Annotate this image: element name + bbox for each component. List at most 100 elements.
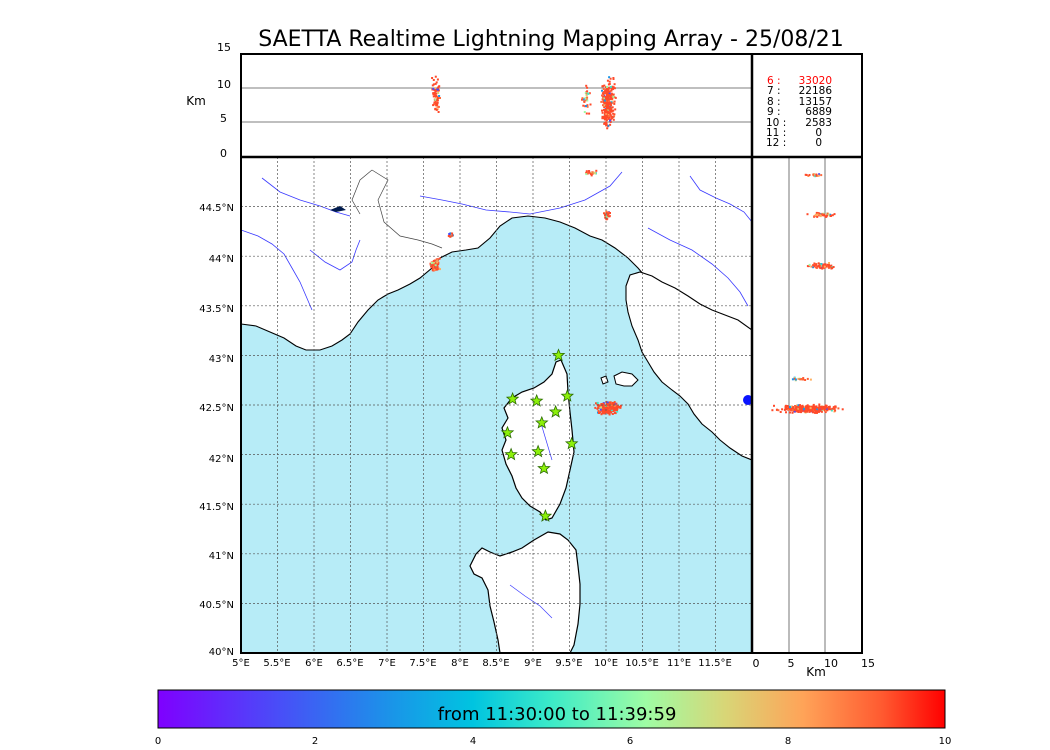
- top-lightning-point: [432, 87, 435, 90]
- top-lightning-point: [608, 83, 611, 85]
- top-lightning-point: [606, 100, 609, 103]
- side-lightning-point: [793, 408, 796, 411]
- lon-label-9-5: 9.5°E: [555, 658, 582, 669]
- lon-label-8: 8°E: [451, 658, 469, 669]
- lightning-point: [607, 407, 610, 410]
- side-lightning-point: [825, 404, 828, 407]
- side-lightning-point: [813, 264, 816, 267]
- top-lightning-point: [437, 92, 440, 94]
- top-lightning-point: [435, 88, 438, 91]
- top-panel-lightning-points: [431, 75, 617, 130]
- lightning-point: [604, 407, 607, 410]
- side-lightning-point: [815, 173, 818, 176]
- side-lightning-point: [804, 173, 807, 176]
- side-lightning-point: [812, 404, 815, 407]
- top-lightning-point: [606, 109, 609, 112]
- top-lightning-point: [610, 92, 613, 95]
- lightning-point: [436, 266, 439, 268]
- top-lightning-point: [610, 89, 613, 92]
- top-lightning-point: [604, 114, 607, 117]
- side-lightning-point: [829, 213, 832, 216]
- lon-label-5: 5°E: [232, 658, 250, 669]
- lightning-point: [619, 406, 622, 409]
- lightning-point: [611, 407, 614, 410]
- top-lightning-point: [436, 99, 439, 102]
- side-lightning-point: [814, 213, 817, 216]
- side-lightning-point: [833, 407, 836, 410]
- side-lightning-point: [776, 408, 779, 411]
- count-value-12: 0: [815, 137, 822, 149]
- top-lightning-point: [581, 98, 583, 101]
- side-lightning-point: [777, 409, 780, 412]
- side-lightning-point: [787, 407, 790, 409]
- lon-label-7: 7°E: [378, 658, 396, 669]
- top-lightning-point: [606, 127, 609, 130]
- lon-label-11-5: 11.5°E: [698, 658, 732, 669]
- lightning-point: [596, 401, 599, 404]
- top-lightning-point: [603, 91, 606, 94]
- side-lightning-point: [820, 408, 823, 410]
- side-lightning-point: [806, 410, 809, 413]
- river-arno: [647, 227, 749, 307]
- side-lightning-point: [825, 406, 827, 409]
- lightning-point: [609, 410, 612, 413]
- side-lightning-point: [816, 411, 818, 414]
- lightning-point: [616, 406, 619, 409]
- side-lightning-point: [834, 405, 837, 408]
- lightning-point: [436, 261, 439, 264]
- lightning-point: [613, 403, 616, 406]
- river-tiber: [689, 175, 752, 223]
- time-colorbar: from 11:30:00 to 11:39:59 0 2 4 6 8 10: [155, 689, 951, 747]
- lat-label-40-5: 40.5°N: [199, 600, 234, 611]
- count-value-6: 33020: [799, 75, 832, 87]
- lightning-point: [605, 218, 608, 221]
- top-lightning-point: [608, 76, 611, 79]
- top-lightning-point: [585, 99, 588, 102]
- top-lightning-point: [602, 99, 605, 102]
- top-lightning-point: [614, 108, 617, 111]
- side-lightning-point: [801, 406, 804, 408]
- map-lightning-points: [429, 169, 622, 416]
- side-lightning-point: [812, 173, 815, 176]
- top-lightning-point: [605, 87, 608, 90]
- top-lightning-point: [436, 78, 439, 81]
- top-lightning-point: [434, 107, 437, 110]
- side-lightning-point: [814, 406, 817, 409]
- side-lightning-point: [821, 266, 824, 269]
- side-lightning-point: [792, 406, 795, 409]
- lightning-point: [608, 215, 611, 217]
- side-lightning-point: [827, 266, 830, 269]
- side-lightning-point: [822, 263, 825, 266]
- lon-label-10-5: 10.5°E: [625, 658, 659, 669]
- lightning-point: [600, 406, 603, 409]
- lightning-point: [436, 268, 439, 271]
- top-lightning-point: [612, 93, 615, 96]
- side-lightning-point: [815, 266, 818, 269]
- top-lightning-point: [603, 102, 606, 105]
- top-lightning-point: [587, 92, 590, 95]
- side-lightning-point: [797, 406, 800, 409]
- station-star-icon: [551, 348, 566, 362]
- side-lightning-point: [819, 263, 822, 266]
- top-lightning-point: [607, 104, 610, 107]
- top-lightning-point: [605, 107, 608, 110]
- top-lightning-point: [609, 106, 612, 109]
- top-y-tick-5: 5: [220, 112, 227, 125]
- top-lightning-point: [437, 105, 440, 108]
- top-lightning-point: [605, 122, 608, 125]
- side-lightning-point: [791, 407, 793, 410]
- lightning-point: [615, 402, 618, 405]
- lat-label-44-5: 44.5°N: [199, 203, 234, 214]
- side-lightning-point: [794, 407, 797, 410]
- top-lightning-point: [605, 113, 608, 115]
- sardinia: [469, 531, 581, 653]
- top-lightning-point: [432, 83, 435, 86]
- top-lightning-point: [437, 89, 440, 92]
- side-lightning-point: [809, 407, 812, 410]
- lightning-point: [605, 210, 608, 213]
- top-lightning-point: [581, 97, 584, 100]
- lightning-point: [607, 212, 610, 215]
- top-lightning-point: [586, 105, 589, 108]
- top-lightning-point: [606, 98, 609, 101]
- map-gridlines: [241, 157, 752, 653]
